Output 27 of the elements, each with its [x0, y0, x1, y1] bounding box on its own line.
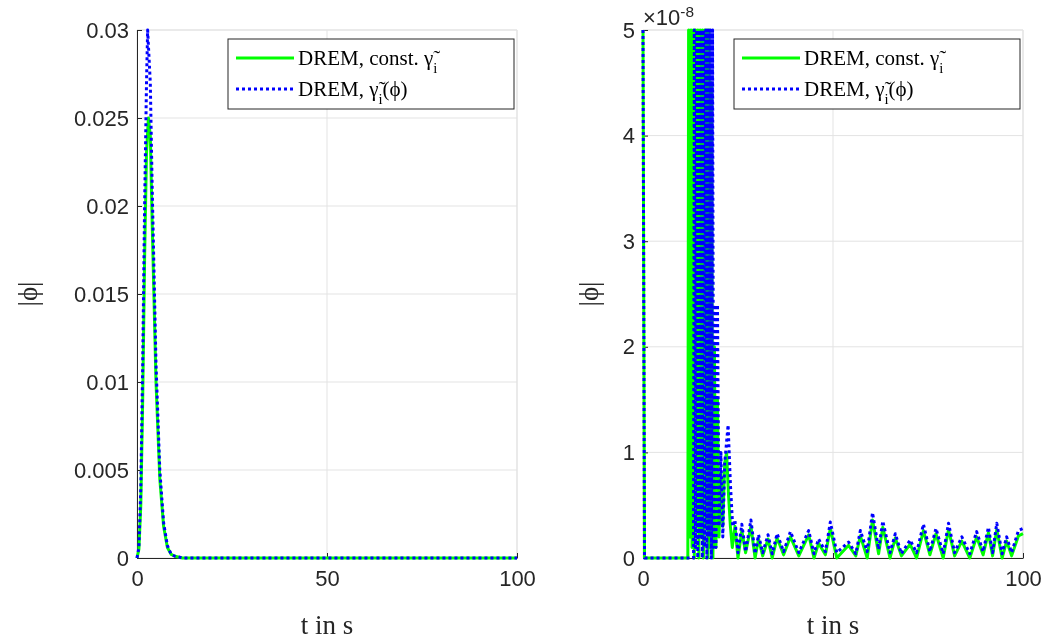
y-tick-label: 0.005	[73, 457, 129, 483]
x-tick-label: 100	[1005, 565, 1042, 591]
y-tick-label: 0.03	[86, 17, 129, 43]
annotation: ×10$^{-8}$	[643, 2, 695, 30]
x-axis-title: t in s	[300, 610, 354, 640]
y-tick-label: 5	[622, 17, 635, 43]
y-tick-label: 0.02	[86, 193, 129, 219]
y-tick-label: 3	[622, 228, 635, 254]
y-tick-label: 0	[622, 545, 635, 571]
x-axis-title: t in s	[806, 610, 860, 640]
legend-label: DREM, γ̃$_{i}$(ϕ)	[804, 77, 914, 107]
y-tick-label: 0.01	[86, 369, 129, 395]
y-axis-title: |ϕ|	[574, 281, 604, 307]
y-tick-label: 0.025	[73, 105, 129, 131]
line-series	[135, 28, 519, 560]
y-tick-label: 1	[622, 439, 635, 465]
y-tick-label: 0.015	[73, 281, 129, 307]
legend-label: DREM, γ̃$_{i}$(ϕ)	[298, 77, 408, 107]
y-tick-label: 4	[622, 123, 635, 149]
y-tick-label: 2	[622, 334, 635, 360]
y-axis-title: |ϕ|	[13, 281, 43, 307]
legend-label: DREM, const. γ̃$_{i}$	[298, 46, 441, 76]
x-tick-label: 50	[315, 565, 340, 591]
y-tick-label: 0	[116, 545, 129, 571]
x-tick-label: 50	[821, 565, 846, 591]
legend-label: DREM, const. γ̃$_{i}$	[804, 46, 947, 76]
x-tick-label: 100	[499, 565, 536, 591]
